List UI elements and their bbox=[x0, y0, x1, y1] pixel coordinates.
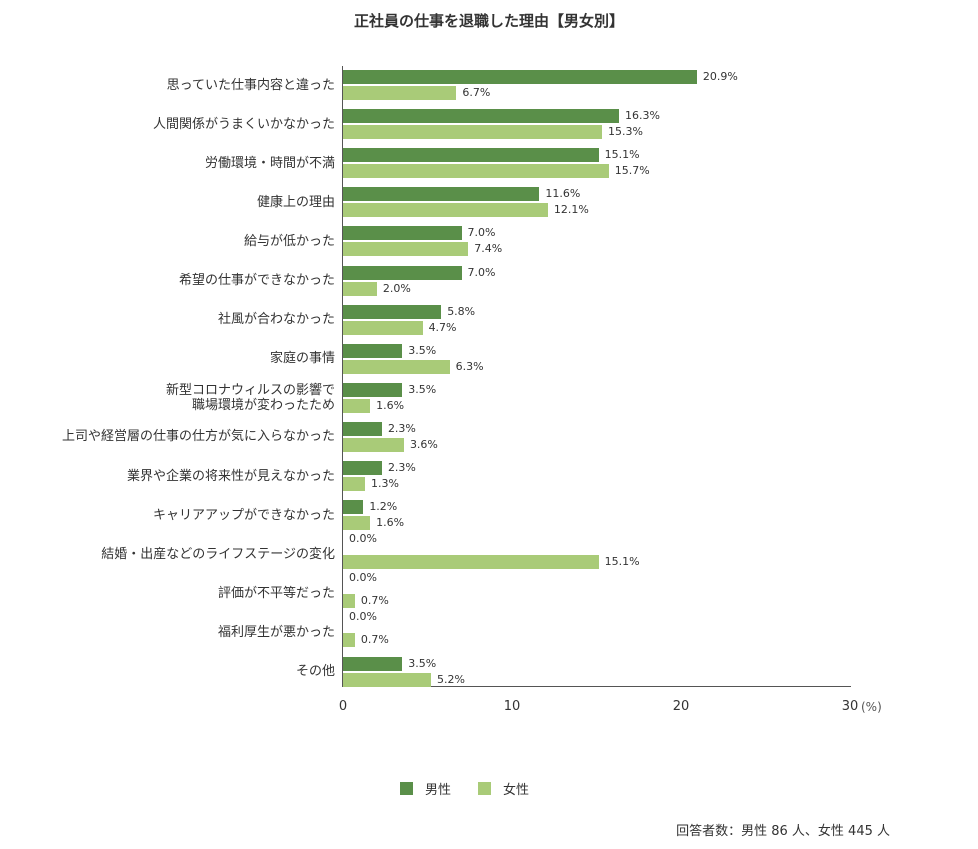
value-label-female: 2.0% bbox=[382, 281, 411, 295]
bar-female bbox=[343, 359, 450, 374]
value-label-female: 12.1% bbox=[553, 203, 589, 217]
category-label: 人間関係がうまくいかなかった bbox=[152, 116, 335, 132]
value-label-male: 3.5% bbox=[408, 656, 437, 670]
bar-female bbox=[343, 672, 432, 687]
bar-male bbox=[343, 500, 364, 515]
category-label: キャリアアップができなかった bbox=[152, 507, 335, 523]
bar-male bbox=[343, 109, 619, 124]
category-label: 上司や経営層の仕事の仕方が気に入らなかった bbox=[61, 429, 335, 445]
value-label-female: 15.3% bbox=[608, 125, 643, 139]
bar-male bbox=[343, 148, 599, 163]
bar-male bbox=[343, 265, 462, 280]
x-tick-10: 10 bbox=[503, 699, 521, 714]
category-label: 結婚・出産などのライフステージの変化 bbox=[101, 546, 335, 562]
bar-female bbox=[343, 281, 377, 296]
value-label-male: 0.0% bbox=[349, 610, 377, 624]
bar-female bbox=[343, 555, 599, 570]
value-label-male: 3.5% bbox=[408, 382, 437, 396]
value-label-male: 5.8% bbox=[447, 304, 476, 318]
bar-male bbox=[343, 70, 697, 84]
value-label-male: 20.9% bbox=[702, 70, 738, 83]
category-label: 希望の仕事ができなかった bbox=[178, 273, 335, 288]
category-label: 労働環境・時間が不満 bbox=[204, 155, 335, 171]
value-label-female: 6.3% bbox=[455, 359, 484, 373]
legend-label-female: 女性 bbox=[503, 783, 530, 798]
value-label-female: 5.2% bbox=[437, 672, 465, 686]
bar-female bbox=[343, 477, 365, 491]
bar-male bbox=[343, 304, 442, 319]
legend-item-male: 男性 bbox=[400, 779, 451, 798]
value-label-female: 1.6% bbox=[376, 516, 405, 530]
value-label-female: 0.7% bbox=[360, 594, 389, 608]
category-label: 健康上の理由 bbox=[256, 194, 335, 210]
legend-item-female: 女性 bbox=[478, 779, 529, 798]
bar-female bbox=[343, 203, 548, 218]
bar-male bbox=[343, 421, 382, 436]
bar-female bbox=[343, 516, 371, 531]
bar-female bbox=[343, 398, 371, 413]
category-label: 新型コロナウィルスの影響で 職場環境が変わったため bbox=[165, 382, 335, 413]
category-label: 給与が低かった bbox=[243, 233, 335, 249]
value-label-male: 2.3% bbox=[387, 421, 416, 435]
bar-female bbox=[343, 164, 609, 179]
category-label: 思っていた仕事内容と違った bbox=[166, 77, 335, 93]
x-tick-0: 0 bbox=[338, 699, 348, 714]
bar-female bbox=[343, 242, 469, 257]
value-label-female: 3.6% bbox=[409, 437, 438, 451]
value-label-female: 0.7% bbox=[360, 633, 389, 647]
value-label-male: 15.1% bbox=[604, 148, 640, 162]
x-tick-30: 30 bbox=[841, 699, 859, 714]
value-label-male: 1.2% bbox=[369, 500, 398, 514]
category-label: 家庭の事情 bbox=[269, 351, 335, 367]
bar-female bbox=[343, 86, 457, 100]
bar-female bbox=[343, 633, 355, 648]
value-label-female: 4.7% bbox=[428, 320, 457, 334]
legend: 男性 女性 bbox=[400, 779, 556, 798]
value-label-male: 7.0% bbox=[467, 226, 496, 240]
value-label-female: 15.7% bbox=[614, 164, 650, 178]
value-label-male: 7.0% bbox=[467, 265, 496, 279]
x-axis-line bbox=[342, 686, 851, 687]
x-axis-unit: (%) bbox=[861, 700, 882, 714]
value-label-male: 3.5% bbox=[408, 343, 437, 357]
category-label: 福利厚生が悪かった bbox=[217, 624, 335, 640]
x-tick-20: 20 bbox=[672, 699, 690, 714]
bar-male bbox=[343, 187, 540, 202]
chart-title: 正社員の仕事を退職した理由【男女別】 bbox=[353, 12, 624, 30]
category-label: 評価が不平等だった bbox=[217, 585, 335, 601]
bar-male bbox=[343, 343, 403, 358]
category-label: その他 bbox=[295, 664, 335, 679]
legend-swatch-male bbox=[400, 782, 413, 795]
respondent-count-note: 回答者数：男性 86 人、女性 445 人 bbox=[676, 824, 890, 839]
bar-female bbox=[343, 320, 423, 335]
bar-male bbox=[343, 656, 403, 671]
y-axis-line bbox=[342, 66, 343, 687]
bar-female bbox=[343, 125, 603, 140]
value-label-male: 0.0% bbox=[349, 532, 377, 546]
bar-male bbox=[343, 461, 382, 475]
value-label-male: 0.0% bbox=[349, 571, 377, 585]
value-label-male: 16.3% bbox=[624, 109, 660, 123]
category-label: 業界や企業の将来性が見えなかった bbox=[126, 468, 335, 484]
value-label-female: 1.3% bbox=[371, 477, 399, 490]
value-label-male: 11.6% bbox=[545, 187, 581, 201]
legend-swatch-female bbox=[478, 782, 492, 795]
bar-male bbox=[343, 226, 462, 241]
value-label-male: 2.3% bbox=[387, 461, 416, 474]
bar-female bbox=[343, 594, 355, 609]
category-label: 社風が合わなかった bbox=[217, 312, 335, 328]
legend-label-male: 男性 bbox=[425, 783, 452, 798]
value-label-female: 7.4% bbox=[474, 242, 503, 256]
value-label-female: 6.7% bbox=[462, 86, 491, 99]
value-label-female: 15.1% bbox=[604, 555, 640, 569]
value-label-female: 1.6% bbox=[376, 398, 405, 412]
bar-female bbox=[343, 437, 404, 452]
bar-male bbox=[343, 382, 403, 397]
